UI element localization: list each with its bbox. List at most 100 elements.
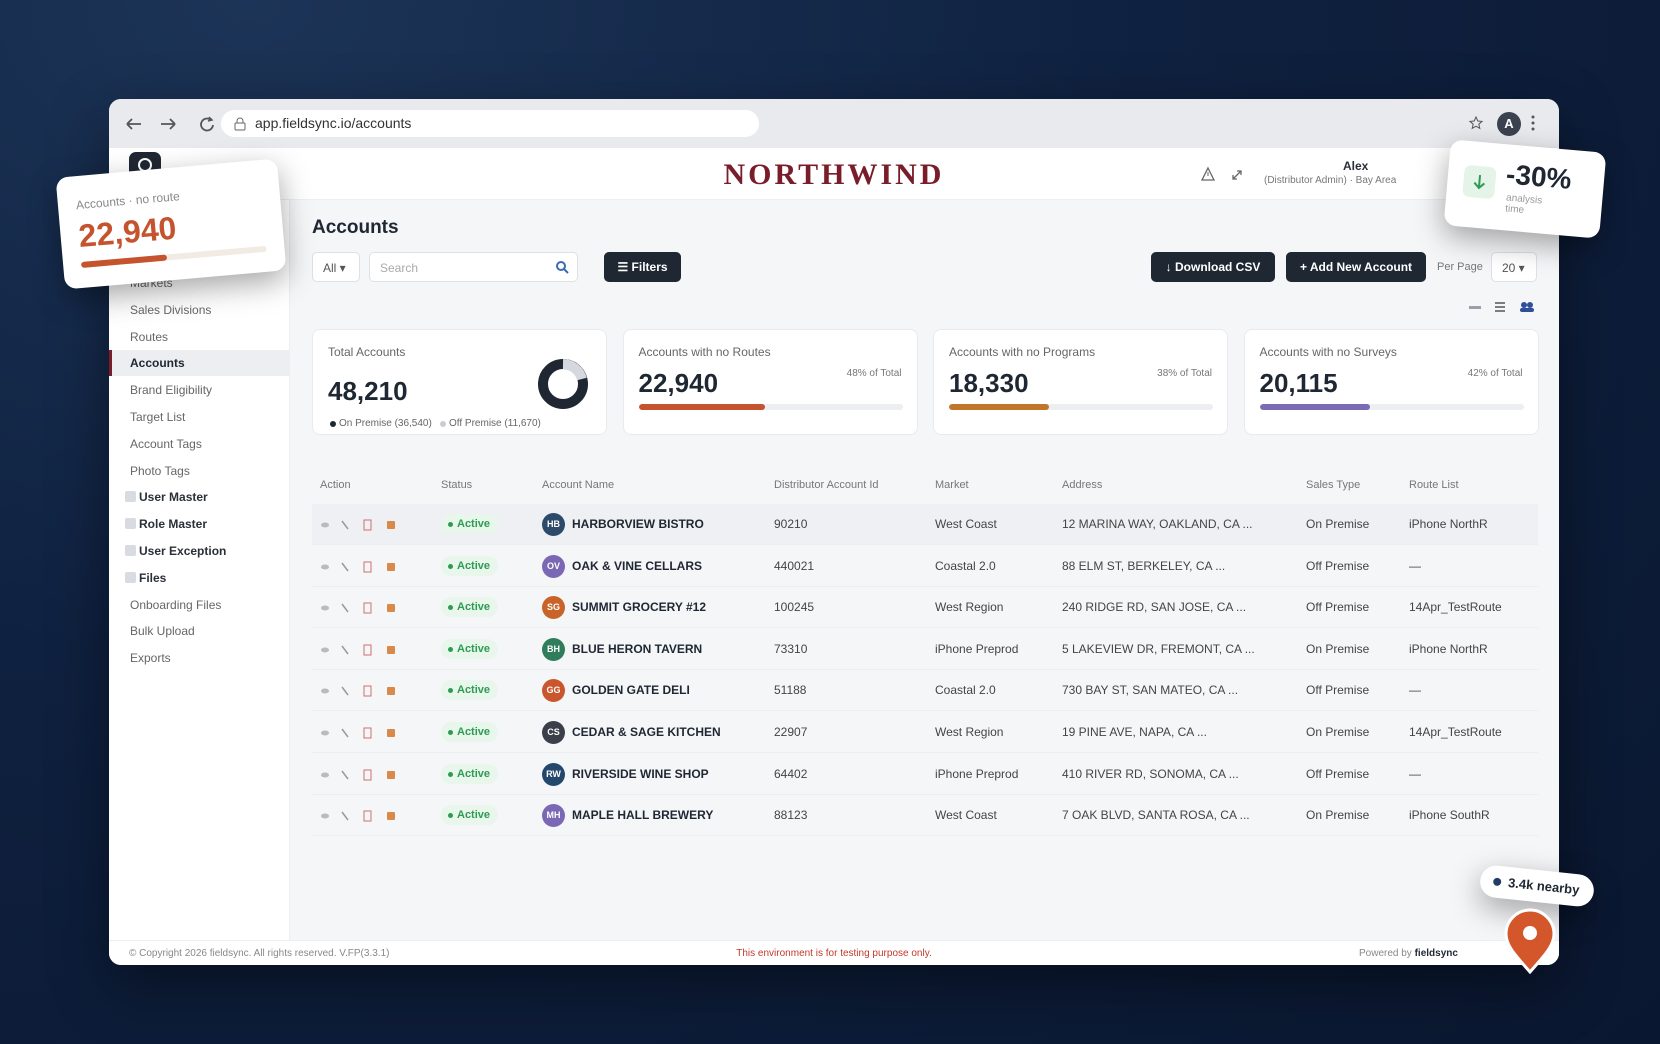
sidebar-item[interactable]: Role Master — [109, 511, 290, 537]
brand-title: NORTHWIND — [723, 158, 945, 191]
avatar: MH — [542, 804, 565, 828]
sidebar-item[interactable]: User Exception — [109, 538, 290, 564]
table-row[interactable]: Active OV OAK & VINE CELLARS 440021 Coastal … — [312, 546, 1538, 587]
sidebar-item[interactable]: Accounts — [109, 350, 290, 377]
address-bar[interactable]: app.fieldsync.io/accounts — [221, 110, 759, 137]
card-value: 48,210 — [328, 376, 408, 406]
row-actions[interactable] — [320, 684, 400, 698]
sidebar-item[interactable]: Brand Eligibility — [130, 383, 213, 398]
view-toggles[interactable] — [1467, 299, 1537, 315]
column-header: Address — [1062, 479, 1103, 491]
account-name: OAK & VINE CELLARS — [572, 558, 703, 573]
cell-market: Coastal 2.0 — [935, 558, 996, 573]
row-actions[interactable] — [320, 809, 400, 823]
star-icon[interactable] — [1469, 116, 1483, 130]
card-track — [638, 404, 903, 410]
cell-address: 19 PINE AVE, NAPA, CA ... — [1062, 725, 1207, 739]
user-name: Alex — [1343, 159, 1369, 173]
table-row[interactable]: Active CS CEDAR & SAGE KITCHEN 22907 West Re… — [312, 712, 1538, 753]
cell-distributor-id: 22907 — [774, 725, 808, 739]
row-actions[interactable] — [320, 643, 400, 657]
time-card-caption: analysis time — [1504, 192, 1543, 216]
table-row[interactable]: Active MH MAPLE HALL BREWERY 88123 West Coas… — [312, 795, 1538, 837]
card-title: Accounts with no Routes — [638, 345, 771, 359]
table-row[interactable]: Active SG SUMMIT GROCERY #12 100245 West Reg… — [312, 587, 1538, 629]
search-input[interactable]: Search — [369, 252, 578, 282]
cell-distributor-id: 64402 — [774, 766, 808, 781]
row-actions[interactable] — [320, 601, 400, 615]
row-actions[interactable] — [320, 560, 400, 574]
sidebar-item[interactable]: Photo Tags — [130, 463, 190, 478]
time-card: -30% analysis time — [1443, 139, 1607, 239]
status-badge: Active — [441, 555, 499, 576]
per-page-label: Per Page — [1437, 261, 1483, 273]
search-icon[interactable] — [555, 260, 569, 274]
cell-route: iPhone SouthR — [1409, 808, 1490, 823]
download-csv-button[interactable]: ↓ Download CSV — [1151, 252, 1275, 282]
cell-route: iPhone NorthR — [1409, 517, 1488, 531]
card-fill — [638, 404, 766, 410]
sidebar-item[interactable]: Files — [109, 565, 290, 591]
nav-buttons[interactable] — [121, 113, 221, 135]
row-actions[interactable] — [320, 726, 400, 740]
card-track — [1259, 404, 1524, 410]
checkbox-icon — [125, 545, 136, 556]
cell-address: 7 OAK BLVD, SANTA ROSA, CA ... — [1062, 808, 1250, 823]
cell-market: West Coast — [935, 808, 997, 823]
cell-address: 5 LAKEVIEW DR, FREMONT, CA ... — [1062, 641, 1255, 656]
column-header: Sales Type — [1306, 479, 1361, 491]
account-name: RIVERSIDE WINE SHOP — [572, 766, 709, 781]
sidebar-item[interactable]: Target List — [130, 410, 186, 424]
sidebar-item[interactable]: Routes — [130, 329, 169, 344]
avatar: CS — [542, 721, 565, 744]
filters-button[interactable]: ☰ Filters — [604, 252, 681, 282]
profile-avatar[interactable]: A — [1497, 112, 1521, 136]
table-row[interactable]: Active HB HARBORVIEW BISTRO 90210 West Coast… — [312, 504, 1538, 545]
row-actions[interactable] — [320, 518, 400, 532]
card-value: 22,940 — [638, 368, 719, 398]
powered-label: Powered by — [1359, 948, 1412, 959]
header-icons[interactable] — [1201, 166, 1251, 182]
cell-address: 730 BAY ST, SAN MATEO, CA ... — [1062, 683, 1239, 698]
menu-icon[interactable] — [1530, 114, 1536, 132]
card-title: Accounts with no Surveys — [1259, 345, 1397, 359]
table-row[interactable]: Active GG GOLDEN GATE DELI 51188 Coastal 2.0… — [312, 670, 1538, 712]
map-pin[interactable] — [1502, 906, 1558, 974]
table-row[interactable]: Active BH BLUE HERON TAVERN 73310 iPhone Pre… — [312, 629, 1538, 670]
cell-sales-type: Off Premise — [1306, 766, 1370, 781]
sidebar-item[interactable]: Onboarding Files — [130, 597, 222, 612]
avatar: BH — [542, 637, 565, 661]
cell-market: West Region — [935, 600, 1004, 615]
browser-window: app.fieldsync.io/accounts A NORTHWIND Al… — [109, 99, 1559, 965]
add-account-button[interactable]: + Add New Account — [1286, 252, 1426, 282]
cell-route: 14Apr_TestRoute — [1409, 725, 1502, 739]
card-title: Accounts with no Programs — [949, 345, 1096, 359]
summary-card: Accounts with no Programs 18,330 38% of To… — [933, 329, 1228, 435]
card-value: 18,330 — [949, 368, 1029, 398]
cell-route: — — [1409, 766, 1421, 781]
lock-icon — [234, 117, 246, 131]
avatar: SG — [542, 596, 565, 620]
sidebar-item[interactable]: Sales Divisions — [130, 302, 212, 317]
cell-distributor-id: 88123 — [774, 808, 808, 823]
cell-market: West Coast — [935, 517, 997, 531]
sidebar-item[interactable]: User Master — [109, 484, 290, 510]
sidebar-item[interactable]: Account Tags — [130, 436, 202, 451]
status-badge: Active — [441, 763, 499, 784]
cell-sales-type: On Premise — [1306, 808, 1370, 823]
table-row[interactable]: Active RW RIVERSIDE WINE SHOP 64402 iPhone P… — [312, 754, 1538, 795]
powered-brand: fieldsync — [1414, 948, 1458, 959]
cell-distributor-id: 100245 — [774, 600, 815, 615]
sidebar-item[interactable]: Bulk Upload — [130, 624, 195, 639]
card-share: 42% of Total — [1467, 368, 1523, 379]
per-page-select[interactable]: 20 ▾ — [1491, 252, 1537, 282]
column-header: Account Name — [542, 479, 615, 491]
cell-market: Coastal 2.0 — [935, 683, 996, 698]
donut — [538, 359, 588, 409]
cell-distributor-id: 440021 — [774, 558, 815, 573]
row-actions[interactable] — [320, 768, 400, 782]
status-badge: Active — [441, 514, 499, 534]
status-select[interactable]: All ▾ — [312, 252, 360, 282]
sidebar-item[interactable]: Exports — [130, 651, 171, 666]
cell-address: 12 MARINA WAY, OAKLAND, CA ... — [1062, 517, 1253, 531]
